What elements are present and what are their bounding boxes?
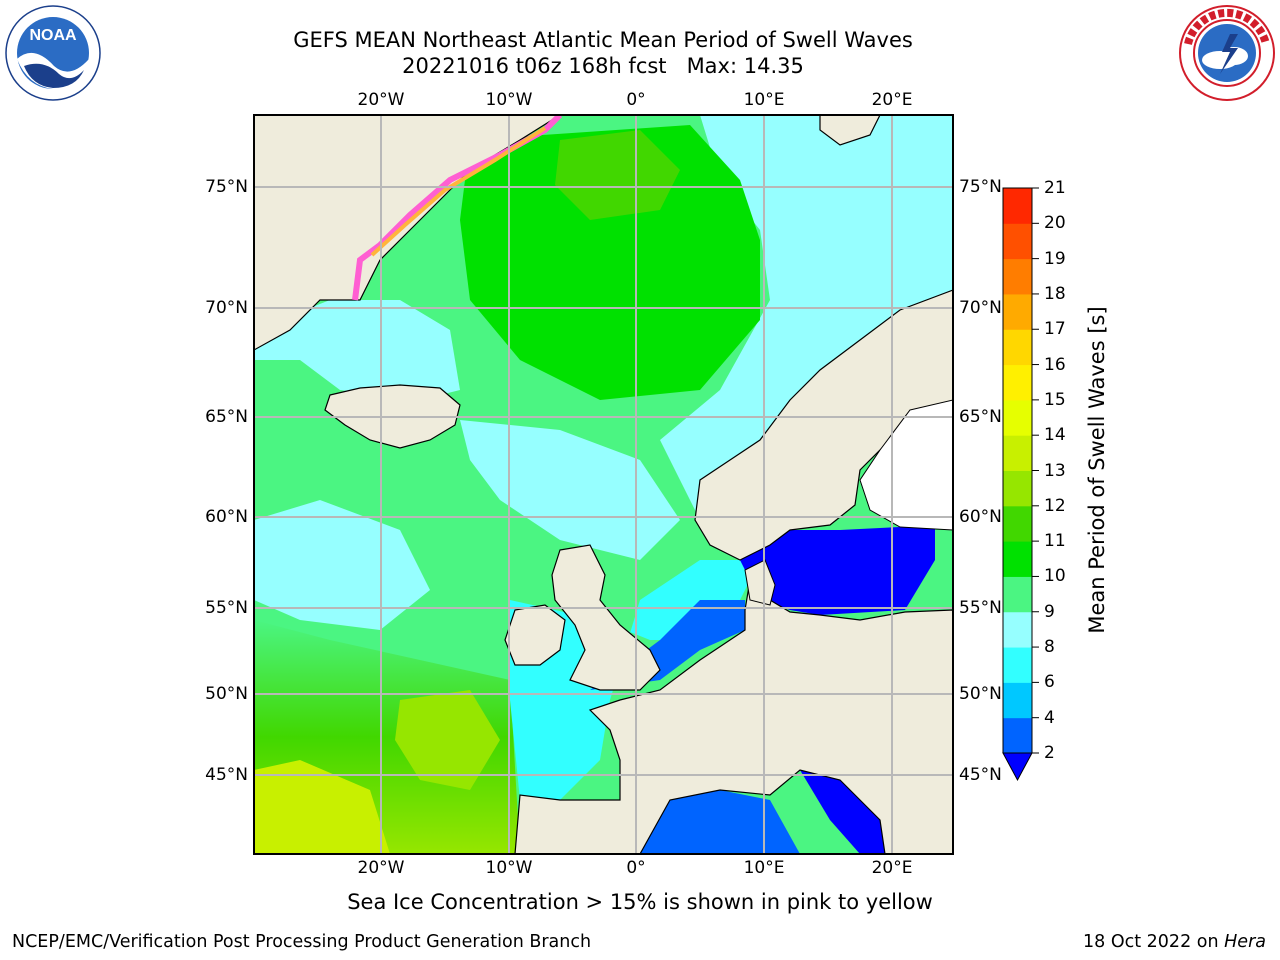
colorbar-segment (1003, 470, 1032, 507)
swell-zone-yellow-south (254, 760, 390, 854)
colorbar-segment (1003, 682, 1032, 719)
land-svalbard (819, 115, 881, 146)
lat-label-right: 55°N (959, 598, 1002, 618)
nws-logo (1179, 5, 1275, 101)
footer-date: 18 Oct 2022 on Hera (1083, 932, 1266, 952)
land-denmark (744, 559, 776, 606)
colorbar-tick-label: 21 (1044, 178, 1066, 198)
colorbar-segment (1003, 188, 1032, 224)
lat-label-right: 75°N (959, 177, 1002, 197)
lon-label-top: 10°E (743, 90, 785, 110)
colorbar-tick-label: 8 (1044, 637, 1055, 658)
colorbar-tick-label: 9 (1044, 601, 1055, 622)
footer-credit: NCEP/EMC/Verification Post Processing Pr… (12, 932, 592, 952)
lon-label-top: 10°W (485, 90, 533, 110)
lon-label-bottom: 10°W (485, 858, 533, 878)
colorbar-tick-label: 2 (1044, 743, 1055, 763)
map-frame (253, 114, 954, 855)
colorbar-label: Mean Period of Swell Waves [s] (1085, 306, 1109, 634)
colorbar-segment (1003, 258, 1032, 295)
sea-ice-edge-inner (370, 126, 547, 257)
swell-zone-green-norwegian-sea (460, 125, 760, 400)
graticule (254, 115, 953, 854)
colorbar-segment (1003, 611, 1032, 648)
colorbar-tick-label: 19 (1044, 248, 1066, 269)
lat-label-left: 45°N (205, 765, 248, 785)
lat-label-right: 60°N (959, 507, 1002, 527)
noaa-logo: NOAA (5, 5, 101, 101)
colorbar-segment (1003, 364, 1032, 401)
swell-zone-cyan-mid (460, 420, 680, 560)
lon-label-bottom: 10°E (743, 858, 785, 878)
sea-ice-note: Sea Ice Concentration > 15% is shown in … (347, 890, 933, 914)
lat-label-left: 50°N (205, 684, 248, 704)
colorbar-under-triangle (1002, 752, 1033, 782)
colorbar-tick-label: 20 (1044, 213, 1066, 234)
swell-zone-cyan-irminger (254, 300, 460, 400)
lat-label-left: 75°N (205, 177, 248, 197)
colorbar-segment (1003, 329, 1032, 366)
land-finland (859, 399, 953, 531)
colorbar-tick-label: 6 (1044, 672, 1055, 693)
lon-label-bottom: 20°E (871, 858, 913, 878)
swell-zone-blue-adriatic (800, 770, 885, 854)
colorbar-segment (1003, 717, 1032, 754)
lon-label-top: 0° (626, 90, 646, 110)
colorbar-segment (1003, 505, 1032, 542)
colorbar-segment (1003, 541, 1032, 577)
colorbar-tick-label: 4 (1044, 707, 1055, 728)
colorbar-segment (1003, 223, 1032, 260)
colorbar-tick-label: 15 (1044, 389, 1066, 410)
chart-title: GEFS MEAN Northeast Atlantic Mean Period… (293, 28, 913, 52)
swell-zone-blue-med (640, 790, 800, 854)
swell-zone-yellow-patch (395, 690, 500, 790)
lon-label-bottom: 20°W (357, 858, 405, 878)
colorbar-segment (1003, 435, 1032, 471)
colorbar-segment (1003, 399, 1032, 436)
lat-label-left: 65°N (205, 407, 248, 427)
lat-label-left: 70°N (205, 298, 248, 318)
lon-label-top: 20°W (357, 90, 405, 110)
lon-label-bottom: 0° (626, 858, 646, 878)
lat-label-right: 70°N (959, 298, 1002, 318)
colorbar-segment (1003, 293, 1032, 330)
colorbar-tick-label: 14 (1044, 425, 1066, 446)
colorbar-segment (1003, 576, 1032, 613)
colorbar-tick-label: 10 (1044, 566, 1066, 587)
swell-zone-green-patch (555, 130, 680, 220)
colorbar-tick-label: 13 (1044, 460, 1066, 481)
colorbar-tick-label: 18 (1044, 283, 1066, 304)
colorbar-tick-label: 11 (1044, 531, 1066, 552)
colorbar-tick-label: 17 (1044, 319, 1066, 340)
footer-host: Hera (1224, 932, 1266, 952)
lat-label-right: 50°N (959, 684, 1002, 704)
swell-zone-cyan-north (660, 115, 953, 520)
swell-zone-cyan-west (254, 500, 430, 630)
colorbar-segment (1003, 647, 1032, 683)
lat-label-right: 65°N (959, 407, 1002, 427)
chart-subtitle: 20221016 t06z 168h fcst Max: 14.35 (402, 54, 804, 78)
swell-zone-deep-blue-baltic (740, 527, 935, 615)
lon-label-top: 20°E (871, 90, 913, 110)
footer-date-text: 18 Oct 2022 on (1083, 932, 1225, 952)
colorbar-tick-label: 12 (1044, 495, 1066, 516)
colorbar-tick-label: 16 (1044, 354, 1066, 375)
land-continent (514, 578, 953, 854)
lat-label-left: 60°N (205, 507, 248, 527)
lat-label-left: 55°N (205, 598, 248, 618)
lat-label-right: 45°N (959, 765, 1002, 785)
noaa-logo-text: NOAA (29, 27, 77, 44)
